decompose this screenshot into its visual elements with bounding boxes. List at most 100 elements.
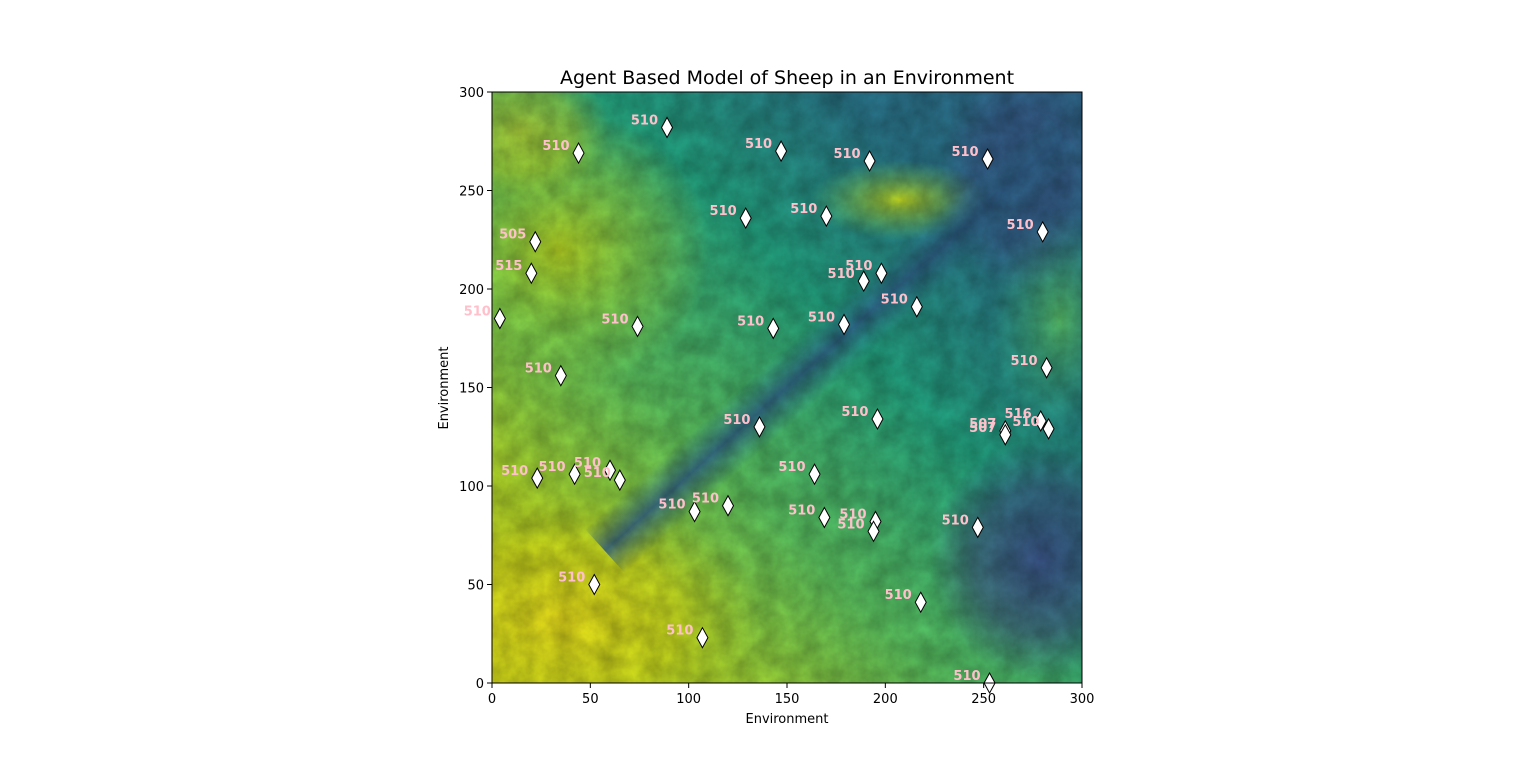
sheep-store-label: 510 (584, 466, 611, 481)
sheep-store-label: 510 (942, 513, 969, 528)
sheep-agent: 510 (584, 466, 626, 492)
sheep-store-label: 510 (666, 624, 693, 639)
sheep-store-label: 510 (788, 504, 815, 519)
y-tick-label: 100 (459, 480, 484, 495)
sheep-agent: 510 (501, 464, 544, 490)
sheep-store-label: 510 (951, 145, 978, 160)
sheep-store-label: 510 (1010, 354, 1037, 369)
sheep-marker (568, 463, 581, 486)
sheep-store-label: 510 (837, 517, 864, 532)
sheep-store-label: 510 (881, 293, 908, 308)
sheep-store-label: 510 (658, 498, 685, 513)
sheep-marker (910, 295, 923, 318)
sheep-agent: 510 (828, 267, 870, 293)
sheep-store-label: 510 (574, 456, 601, 471)
sheep-agent: 510 (601, 312, 644, 338)
x-tick-label: 150 (775, 692, 800, 707)
sheep-agent: 510 (808, 310, 851, 336)
sheep-marker (739, 207, 752, 230)
sheep-marker (871, 407, 884, 431)
sheep-marker (971, 516, 984, 539)
sheep-store-label: 510 (790, 202, 817, 217)
sheep-agent: 515 (495, 259, 538, 285)
sheep-marker (525, 262, 538, 285)
y-tick-label: 50 (467, 579, 484, 594)
y-tick-label: 0 (476, 677, 484, 692)
sheep-store-label: 510 (538, 460, 565, 475)
sheep-store-label: 510 (501, 464, 528, 479)
sheep-store-label: 510 (845, 259, 872, 274)
sheep-marker (753, 415, 766, 438)
sheep-marker (818, 506, 831, 529)
sheep-agent: 510 (558, 571, 601, 596)
sheep-store-label: 510 (558, 571, 585, 586)
sheep-store-label: 505 (499, 228, 526, 243)
sheep-marker (875, 262, 888, 285)
sheep-marker (863, 149, 876, 172)
x-axis-label: Environment (745, 712, 828, 727)
sheep-marker (688, 500, 701, 523)
sheep-marker (603, 459, 617, 482)
y-tick-label: 150 (459, 382, 484, 397)
chart-title: Agent Based Model of Sheep in an Environ… (560, 67, 1014, 89)
sheep-agent: 510 (710, 204, 752, 230)
sheep-marker (588, 573, 601, 596)
x-tick-label: 50 (582, 692, 599, 707)
sheep-agent: 507 (969, 421, 1012, 446)
sheep-agent: 510 (658, 498, 701, 523)
sheep-agent: 510 (841, 405, 884, 431)
sheep-agent: 510 (885, 588, 927, 614)
sheep-agent: 510 (778, 460, 821, 486)
sheep-store-label: 510 (601, 312, 628, 327)
sheep-marker (554, 364, 567, 387)
sheep-agent: 510 (845, 259, 888, 285)
sheep-store-label: 510 (885, 588, 912, 603)
sheep-agent: 510 (542, 139, 585, 165)
sheep-marker (1040, 356, 1053, 379)
sheep-marker (531, 467, 544, 490)
sheep-agent: 510 (666, 624, 709, 649)
sheep-marker (1036, 220, 1049, 243)
sheep-marker (867, 520, 880, 543)
sheep-agent: 510 (833, 147, 876, 172)
sheep-store-label: 510 (723, 413, 750, 428)
sheep-store-label: 507 (969, 417, 996, 432)
sheep-marker (981, 147, 994, 171)
sheep-agent: 505 (499, 228, 542, 253)
sheep-store-label: 510 (953, 669, 980, 684)
sheep-agent: 510 (837, 517, 880, 543)
sheep-store-label: 510 (1012, 415, 1039, 430)
y-tick-label: 250 (459, 185, 484, 200)
sheep-marker (529, 230, 542, 253)
sheep-marker (999, 423, 1012, 446)
sheep-store-label: 510 (692, 492, 719, 507)
sheep-agent: 516 (1005, 407, 1047, 433)
y-axis: 0 50 100 150 200 250 300 (459, 86, 492, 692)
sheep-agent: 510 (692, 492, 735, 517)
sheep-agent: 510 (538, 460, 581, 486)
sheep-store-label: 510 (839, 507, 866, 522)
sheep-marker (1034, 409, 1047, 433)
sheep-marker (775, 140, 788, 163)
sheep-marker (631, 315, 644, 338)
sheep-marker (767, 317, 780, 340)
sheep-store-label: 510 (808, 310, 835, 325)
sheep-store-label: 510 (745, 137, 772, 152)
x-tick-label: 250 (971, 692, 996, 707)
sheep-agent: 510 (574, 456, 617, 482)
sheep-marker (493, 307, 506, 330)
sheep-marker (613, 469, 626, 492)
sheep-marker (572, 142, 585, 165)
sheep-store-label: 510 (737, 314, 764, 329)
sheep-agent: 510 (951, 145, 994, 171)
sheep-marker (1042, 417, 1055, 440)
sheep-store-label: 510 (828, 267, 855, 282)
x-tick-label: 200 (873, 692, 898, 707)
sheep-marker (808, 463, 821, 486)
sheep-agent: 510 (788, 504, 831, 529)
sheep-marker (837, 313, 851, 336)
sheep-agent: 510 (723, 413, 766, 438)
sheep-agent: 510 (525, 362, 567, 387)
